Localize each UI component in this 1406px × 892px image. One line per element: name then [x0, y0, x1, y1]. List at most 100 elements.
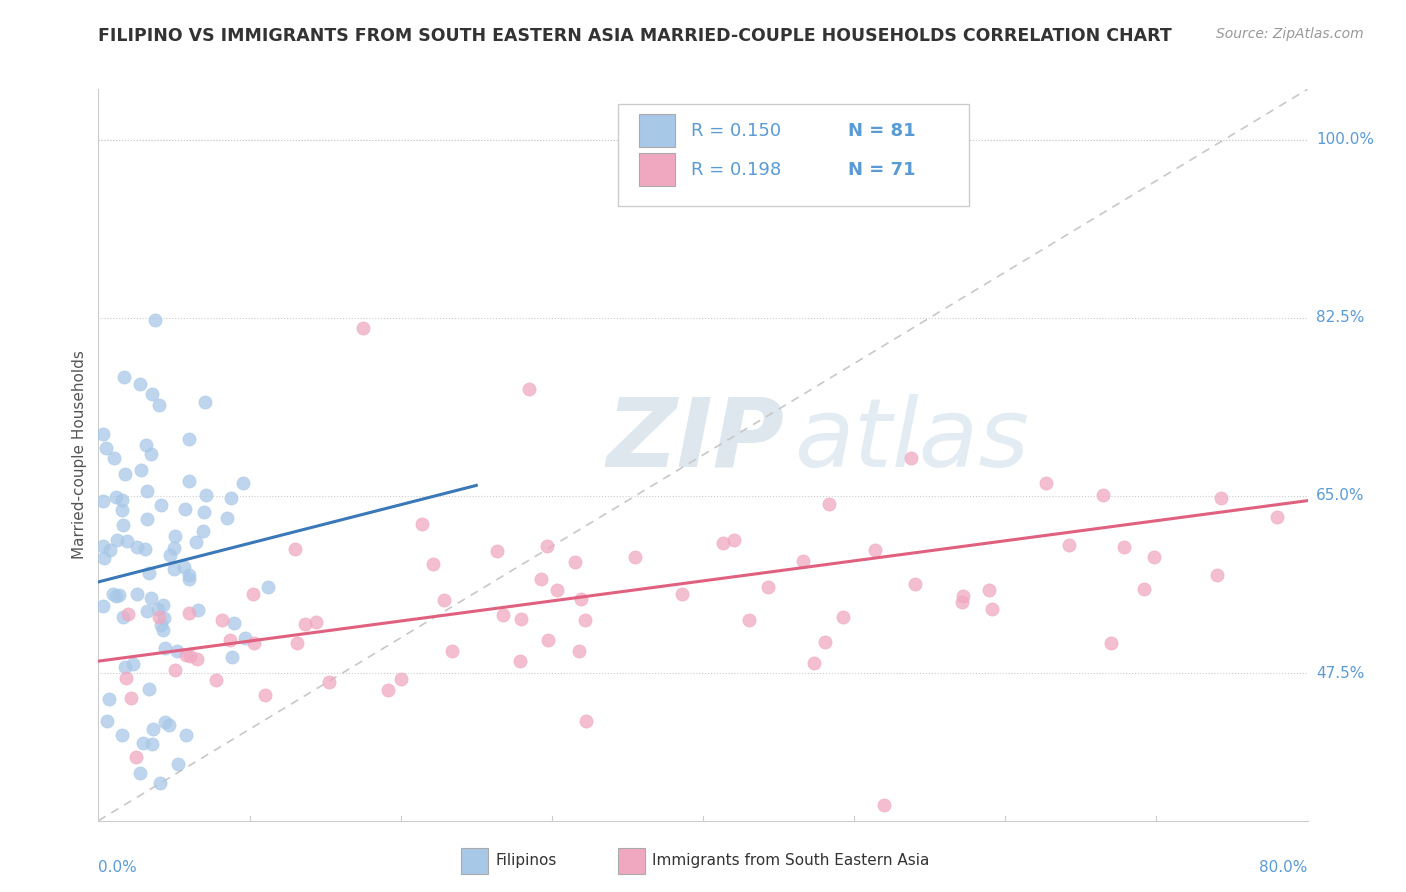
- Point: [173, 560, 195, 574]
- Point: [104, 490, 127, 504]
- Point: [142, 722, 165, 736]
- Point: [143, 313, 166, 327]
- Point: [950, 594, 973, 608]
- Point: [233, 632, 256, 646]
- Point: [139, 447, 162, 461]
- Bar: [638, 114, 675, 147]
- Point: [148, 609, 170, 624]
- Point: [149, 776, 172, 790]
- Point: [1143, 549, 1166, 564]
- Point: [114, 660, 136, 674]
- Point: [758, 580, 780, 594]
- Point: [569, 592, 592, 607]
- Point: [94, 442, 117, 456]
- FancyBboxPatch shape: [619, 103, 969, 206]
- Point: [318, 674, 340, 689]
- Point: [136, 512, 159, 526]
- Point: [97, 691, 120, 706]
- Point: [792, 554, 814, 568]
- Point: [219, 491, 242, 505]
- Point: [253, 688, 276, 702]
- Point: [100, 542, 122, 557]
- Point: [256, 580, 278, 594]
- Point: [352, 321, 374, 335]
- Text: 82.5%: 82.5%: [1316, 310, 1364, 326]
- Point: [900, 450, 922, 465]
- Point: [135, 483, 157, 498]
- Text: 47.5%: 47.5%: [1316, 665, 1364, 681]
- Point: [803, 657, 825, 671]
- Point: [205, 673, 228, 687]
- Point: [865, 542, 887, 557]
- Point: [1099, 636, 1122, 650]
- Point: [952, 589, 974, 603]
- Point: [111, 728, 134, 742]
- Point: [152, 599, 174, 613]
- Point: [148, 398, 170, 412]
- Point: [177, 606, 200, 620]
- Point: [981, 602, 1004, 616]
- Point: [817, 497, 839, 511]
- Point: [510, 611, 533, 625]
- Point: [163, 541, 186, 556]
- Point: [486, 544, 509, 558]
- Point: [411, 516, 433, 531]
- Point: [129, 463, 152, 477]
- Point: [1092, 488, 1115, 502]
- Point: [117, 607, 139, 622]
- Point: [173, 501, 195, 516]
- Point: [537, 632, 560, 647]
- Point: [187, 603, 209, 617]
- Point: [530, 572, 553, 586]
- Point: [153, 611, 176, 625]
- Point: [122, 657, 145, 672]
- Bar: [619, 848, 645, 873]
- Point: [441, 644, 464, 658]
- Point: [91, 427, 114, 442]
- Point: [575, 714, 598, 728]
- Point: [125, 541, 148, 555]
- Point: [305, 615, 328, 630]
- Point: [177, 432, 200, 446]
- Point: [422, 558, 444, 572]
- Point: [114, 467, 136, 481]
- Point: [564, 555, 586, 569]
- Point: [1057, 537, 1080, 551]
- Point: [150, 618, 173, 632]
- Point: [91, 494, 114, 508]
- Text: 0.0%: 0.0%: [98, 860, 138, 874]
- Point: [979, 582, 1001, 597]
- Y-axis label: Married-couple Households: Married-couple Households: [72, 351, 87, 559]
- Point: [193, 395, 215, 409]
- Point: [136, 604, 159, 618]
- Point: [904, 577, 927, 591]
- Point: [242, 636, 264, 650]
- Point: [125, 750, 148, 764]
- Point: [132, 736, 155, 750]
- Point: [141, 386, 163, 401]
- Point: [135, 438, 157, 452]
- Point: [104, 589, 127, 603]
- Point: [738, 613, 761, 627]
- Point: [108, 588, 131, 602]
- Point: [814, 635, 837, 649]
- Point: [536, 539, 558, 553]
- Point: [377, 683, 399, 698]
- Point: [91, 539, 114, 553]
- Point: [211, 614, 233, 628]
- Text: 65.0%: 65.0%: [1316, 488, 1364, 503]
- Point: [112, 518, 135, 533]
- Point: [96, 714, 118, 728]
- Point: [242, 587, 264, 601]
- Point: [186, 652, 208, 666]
- Point: [546, 582, 568, 597]
- Bar: [461, 848, 488, 873]
- Point: [1132, 582, 1154, 597]
- Point: [101, 587, 124, 601]
- Point: [574, 613, 596, 627]
- Point: [167, 757, 190, 772]
- Point: [129, 765, 152, 780]
- Text: N = 71: N = 71: [848, 161, 915, 178]
- Point: [221, 649, 243, 664]
- Point: [1206, 568, 1229, 582]
